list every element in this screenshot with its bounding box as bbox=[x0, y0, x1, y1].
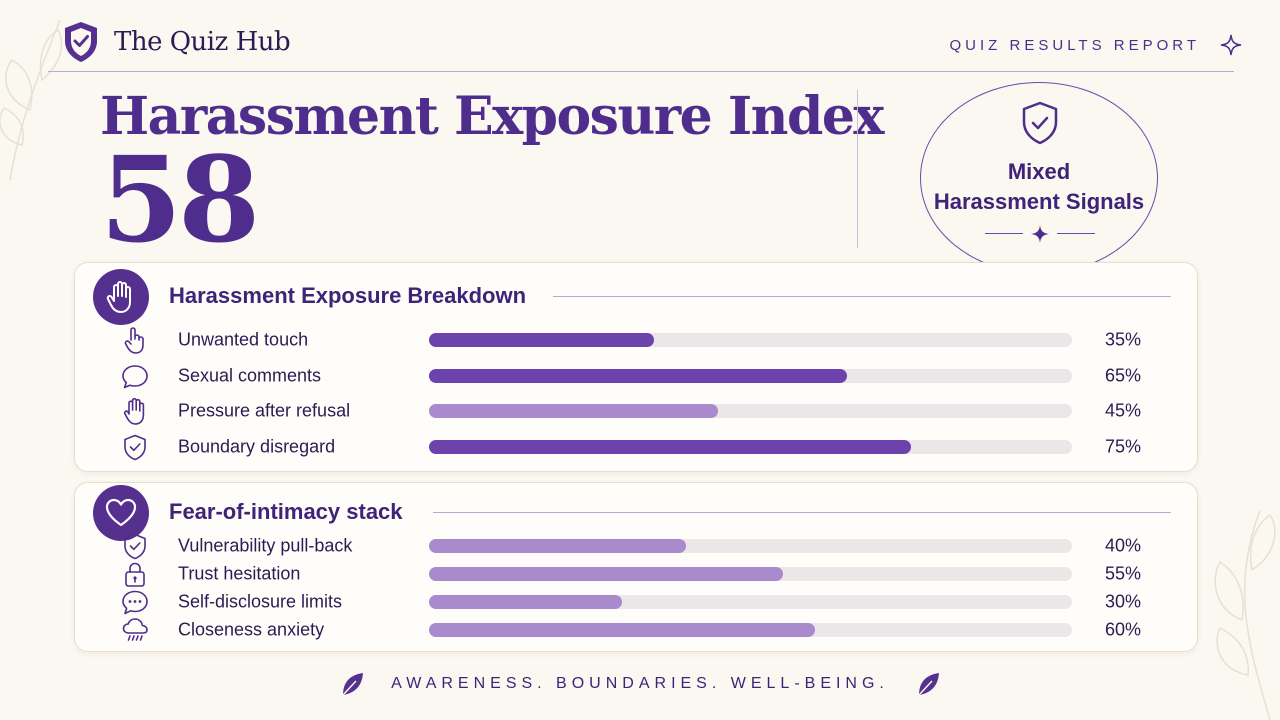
bar-percent: 35% bbox=[1104, 329, 1141, 350]
breakdown-title-rule bbox=[553, 296, 1171, 297]
chat-dots-icon bbox=[121, 588, 149, 616]
bar-fill bbox=[429, 368, 847, 383]
bar-label: Self-disclosure limits bbox=[178, 591, 343, 612]
bar-label: Unwanted touch bbox=[178, 329, 309, 350]
bar-fill bbox=[429, 567, 783, 581]
raised-hand-icon bbox=[121, 397, 149, 425]
lock-icon bbox=[121, 560, 149, 588]
bar-row: Boundary disregard 75% bbox=[75, 432, 1197, 462]
bar-fill bbox=[429, 333, 655, 347]
bar-track bbox=[429, 439, 1072, 454]
shield-check-icon bbox=[121, 433, 149, 461]
bar-percent: 55% bbox=[1104, 563, 1141, 584]
shield-check-icon bbox=[1022, 101, 1058, 145]
index-score: 58 bbox=[100, 130, 260, 269]
bar-fill bbox=[429, 623, 815, 637]
leaf-icon bbox=[918, 673, 939, 696]
bar-label: Boundary disregard bbox=[178, 436, 336, 456]
bar-fill bbox=[429, 595, 622, 609]
bar-label: Trust hesitation bbox=[178, 563, 301, 584]
vertical-divider bbox=[857, 90, 858, 248]
bar-label: Vulnerability pull-back bbox=[178, 535, 353, 556]
bar-track bbox=[429, 333, 1072, 347]
header-divider bbox=[48, 71, 1234, 72]
bar-fill bbox=[429, 404, 719, 418]
breakdown-panel: Harassment Exposure Breakdown Unwanted t… bbox=[74, 262, 1198, 472]
bar-label: Closeness anxiety bbox=[178, 619, 325, 640]
result-badge: Mixed Harassment Signals bbox=[920, 82, 1158, 274]
bar-track bbox=[429, 595, 1072, 609]
brand[interactable]: The Quiz Hub bbox=[62, 20, 291, 64]
bar-track bbox=[429, 623, 1072, 637]
bar-label: Sexual comments bbox=[178, 365, 322, 385]
bar-track bbox=[429, 368, 1072, 383]
shield-check-icon bbox=[65, 22, 97, 62]
bar-row: Pressure after refusal 45% bbox=[75, 396, 1197, 426]
bar-track bbox=[429, 404, 1072, 418]
heart-icon bbox=[93, 485, 149, 541]
bar-percent: 30% bbox=[1104, 591, 1141, 612]
leaf-decoration-bottom-right bbox=[1214, 509, 1276, 720]
intimacy-title: Fear-of-intimacy stack bbox=[169, 499, 403, 524]
speech-bubble-icon bbox=[121, 362, 149, 390]
leaf-decoration-top-left bbox=[0, 19, 63, 180]
bar-label: Pressure after refusal bbox=[178, 400, 351, 421]
bar-track bbox=[429, 539, 1072, 553]
bar-row: Vulnerability pull-back 40% bbox=[75, 531, 1197, 561]
badge-rule-right bbox=[1057, 233, 1095, 234]
header: The Quiz Hub QUIZ RESULTS REPORT bbox=[62, 20, 1242, 68]
bar-percent: 75% bbox=[1104, 436, 1141, 456]
bar-percent: 40% bbox=[1104, 535, 1141, 556]
bar-track bbox=[429, 567, 1072, 581]
bar-row: Trust hesitation 55% bbox=[75, 559, 1197, 589]
badge-label: Mixed Harassment Signals bbox=[921, 157, 1157, 217]
shield-check-icon bbox=[121, 532, 149, 560]
raised-hand-icon bbox=[93, 269, 149, 325]
sparkle-icon bbox=[1031, 225, 1049, 243]
intimacy-title-rule bbox=[433, 512, 1171, 513]
bar-percent: 65% bbox=[1104, 365, 1141, 385]
report-label-text: QUIZ RESULTS REPORT bbox=[949, 36, 1200, 54]
bar-fill bbox=[429, 539, 687, 553]
badge-line-2: Harassment Signals bbox=[933, 189, 1145, 214]
bar-fill bbox=[429, 439, 912, 454]
bar-row: Closeness anxiety 60% bbox=[75, 615, 1197, 645]
badge-rule-left bbox=[985, 233, 1023, 234]
badge-line-1: Mixed bbox=[1007, 159, 1071, 184]
bar-percent: 60% bbox=[1104, 619, 1141, 640]
brand-name: The Quiz Hub bbox=[114, 27, 291, 57]
sparkle-icon bbox=[1220, 34, 1242, 56]
bar-percent: 45% bbox=[1104, 400, 1141, 421]
footer-motto: AWARENESS. BOUNDARIES. WELL-BEING. bbox=[391, 675, 889, 692]
leaf-icon bbox=[342, 673, 364, 696]
bar-row: Unwanted touch 35% bbox=[75, 325, 1197, 355]
storm-cloud-icon bbox=[121, 616, 149, 644]
footer: AWARENESS. BOUNDARIES. WELL-BEING. bbox=[0, 671, 1280, 697]
bar-row: Sexual comments 65% bbox=[75, 361, 1197, 391]
pointing-hand-icon bbox=[121, 326, 149, 354]
bar-row: Self-disclosure limits 30% bbox=[75, 587, 1197, 617]
intimacy-panel: Fear-of-intimacy stack Vulnerability pul… bbox=[74, 482, 1198, 652]
report-label: QUIZ RESULTS REPORT bbox=[950, 34, 1242, 56]
page-title: Harassment Exposure Index bbox=[100, 86, 884, 147]
breakdown-title: Harassment Exposure Breakdown bbox=[169, 283, 527, 308]
